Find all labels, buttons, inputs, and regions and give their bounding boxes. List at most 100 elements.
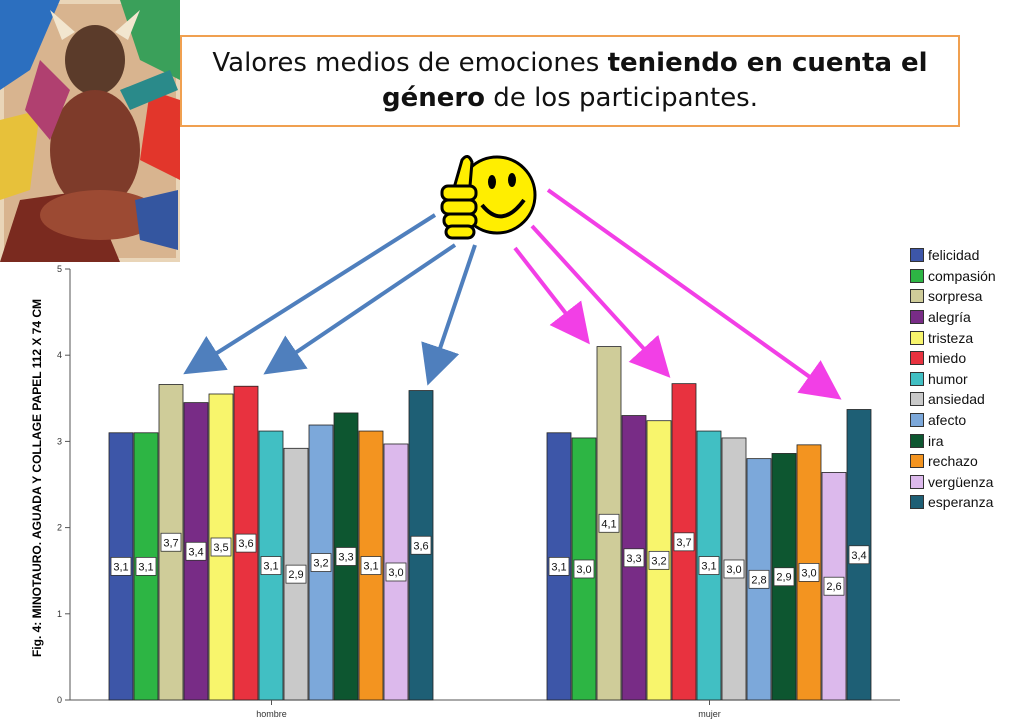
data-label: 3,6 [413,540,428,552]
data-label-box [573,559,595,579]
x-tick-label: mujer [698,709,721,719]
data-label-box [260,556,282,575]
data-label-box [335,547,357,566]
legend-swatch [910,351,924,366]
legend-item: afecto [910,410,996,431]
data-label-box [698,556,720,575]
legend-label: ansiedad [928,391,985,408]
figure-caption: Fig. 4: MINOTAURO. AGUADA Y COLLAGE PAPE… [30,298,44,658]
legend-label: compasión [928,267,996,284]
data-label-box [210,537,232,557]
data-label: 3,0 [726,564,741,576]
data-label-box [673,532,695,552]
data-label: 3,6 [238,538,253,550]
data-label-box [185,541,207,561]
legend-item: alegría [910,307,996,328]
legend-swatch [910,268,924,283]
title-bold-1: teniendo en cuenta el [607,47,928,78]
data-label: 3,1 [263,561,278,573]
data-label-box [598,513,620,533]
data-label: 3,4 [851,550,866,562]
data-label: 3,2 [313,558,328,570]
legend-item: miedo [910,348,996,369]
legend-item: ira [910,430,996,451]
data-label: 2,6 [826,581,841,593]
legend-label: alegría [928,309,971,326]
legend-swatch [910,413,924,428]
legend-item: tristeza [910,327,996,348]
legend-swatch [910,248,924,263]
legend-item: compasión [910,266,996,287]
data-label-box [548,556,570,576]
data-label: 3,3 [338,551,353,563]
legend-item: vergüenza [910,472,996,493]
legend-swatch [910,474,924,489]
data-label-box [235,533,257,553]
legend-item: felicidad [910,245,996,266]
data-label: 3,2 [651,555,666,567]
data-label: 3,5 [213,542,228,554]
data-label-box [160,532,182,552]
data-label: 3,7 [676,537,691,549]
data-label: 2,9 [776,572,791,584]
data-label: 3,1 [138,561,153,573]
y-tick-label: 1 [57,609,62,619]
x-tick-label: hombre [256,709,287,719]
y-tick-label: 3 [57,436,62,446]
data-label-box [135,556,157,576]
legend-label: felicidad [928,247,980,264]
chart-legend: felicidad compasión sorpresa alegría tristez… [910,245,996,513]
legend-label: rechazo [928,453,978,470]
legend-swatch [910,392,924,407]
legend-swatch [910,454,924,469]
legend-item: rechazo [910,451,996,472]
data-label-box [410,535,432,555]
data-label: 2,9 [288,569,303,581]
legend-swatch [910,433,924,448]
title-text-2: de los participantes. [485,83,758,113]
legend-swatch [910,371,924,386]
data-label-box [385,562,407,582]
legend-label: ira [928,432,944,449]
legend-label: tristeza [928,329,974,346]
data-label-box [723,559,745,579]
legend-label: vergüenza [928,473,994,490]
legend-item: esperanza [910,492,996,513]
legend-label: esperanza [928,494,994,511]
minotaur-artwork [0,0,180,262]
title-bold-2: género [381,83,486,113]
data-label-box [748,569,770,589]
data-label-box [360,556,382,575]
legend-item: ansiedad [910,389,996,410]
thumbs-up-smiley-icon [440,155,537,240]
data-label: 3,0 [576,564,591,576]
legend-label: humor [928,370,968,387]
data-label-box [798,563,820,582]
data-label-box [623,548,645,568]
legend-swatch [910,289,924,304]
data-label-box [285,564,307,584]
data-label: 2,8 [751,574,766,586]
legend-label: sorpresa [928,288,983,305]
data-label: 3,0 [388,567,403,579]
data-label: 3,1 [551,561,566,573]
title-text-1: Valores medios de emociones [212,47,608,78]
data-label: 3,4 [188,546,203,558]
data-label: 3,1 [701,561,716,573]
legend-label: miedo [928,350,967,367]
legend-item: humor [910,369,996,390]
data-label-box [823,576,845,596]
slide-title: Valores medios de emociones teniendo en … [180,35,960,127]
y-tick-label: 2 [57,523,62,533]
legend-swatch [910,310,924,325]
data-label: 4,1 [601,518,616,530]
data-label: 3,1 [363,561,378,573]
data-label-box [310,553,332,572]
y-tick-label: 0 [57,695,62,705]
legend-item: sorpresa [910,286,996,307]
legend-swatch [910,330,924,345]
data-label-box [848,545,870,565]
data-label-box [773,567,795,587]
data-label: 3,1 [113,561,128,573]
